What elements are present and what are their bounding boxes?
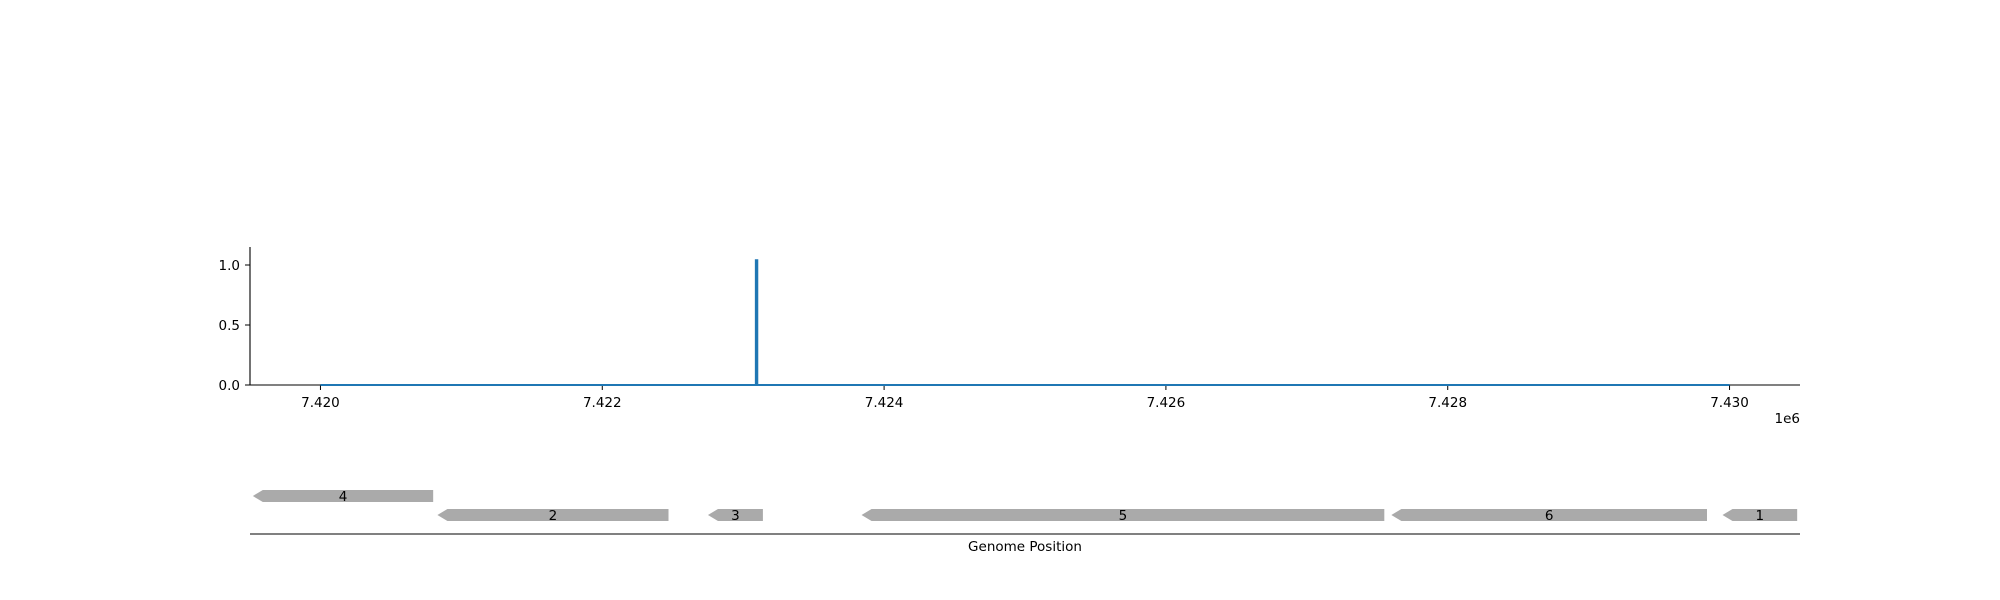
x-axis-offset-label: 1e6 <box>1775 411 1800 427</box>
gene-label: 6 <box>1545 508 1554 524</box>
gene-arrow <box>1391 509 1707 521</box>
y-tick-label: 1.0 <box>219 258 240 274</box>
x-axis-ticks: 7.420 7.422 7.424 7.426 7.428 7.430 <box>301 385 1749 411</box>
signal-series <box>320 259 1730 386</box>
y-axis-ticks: 0.0 0.5 1.0 <box>219 258 250 394</box>
series-line <box>320 259 1730 386</box>
y-tick-label: 0.0 <box>219 378 240 394</box>
gene-arrow <box>437 509 669 521</box>
gene-label: 5 <box>1119 508 1128 524</box>
x-tick-label: 7.430 <box>1710 395 1749 411</box>
gene-arrow <box>861 509 1385 521</box>
x-tick-label: 7.424 <box>865 395 904 411</box>
gene-label: 4 <box>339 489 348 505</box>
gene-label: 1 <box>1756 508 1765 524</box>
x-tick-label: 7.426 <box>1147 395 1186 411</box>
gene-arrow <box>1722 509 1798 521</box>
x-tick-label: 7.428 <box>1428 395 1467 411</box>
y-tick-label: 0.5 <box>219 318 240 334</box>
gene-label: 2 <box>549 508 558 524</box>
gene-label: 3 <box>731 508 740 524</box>
x-tick-label: 7.420 <box>301 395 340 411</box>
signal-plot-axes: 0.0 0.5 1.0 7.420 7.422 7.424 7.426 7.428 7.430… <box>219 247 1800 427</box>
gene-arrows: 4 2 3 5 6 1 <box>252 489 1798 524</box>
gene-track: 4 2 3 5 6 1 Genome Position <box>250 489 1800 555</box>
x-tick-label: 7.422 <box>583 395 622 411</box>
x-axis-label: Genome Position <box>968 539 1082 555</box>
gene-arrow <box>252 490 434 502</box>
gene-arrow <box>707 509 763 521</box>
